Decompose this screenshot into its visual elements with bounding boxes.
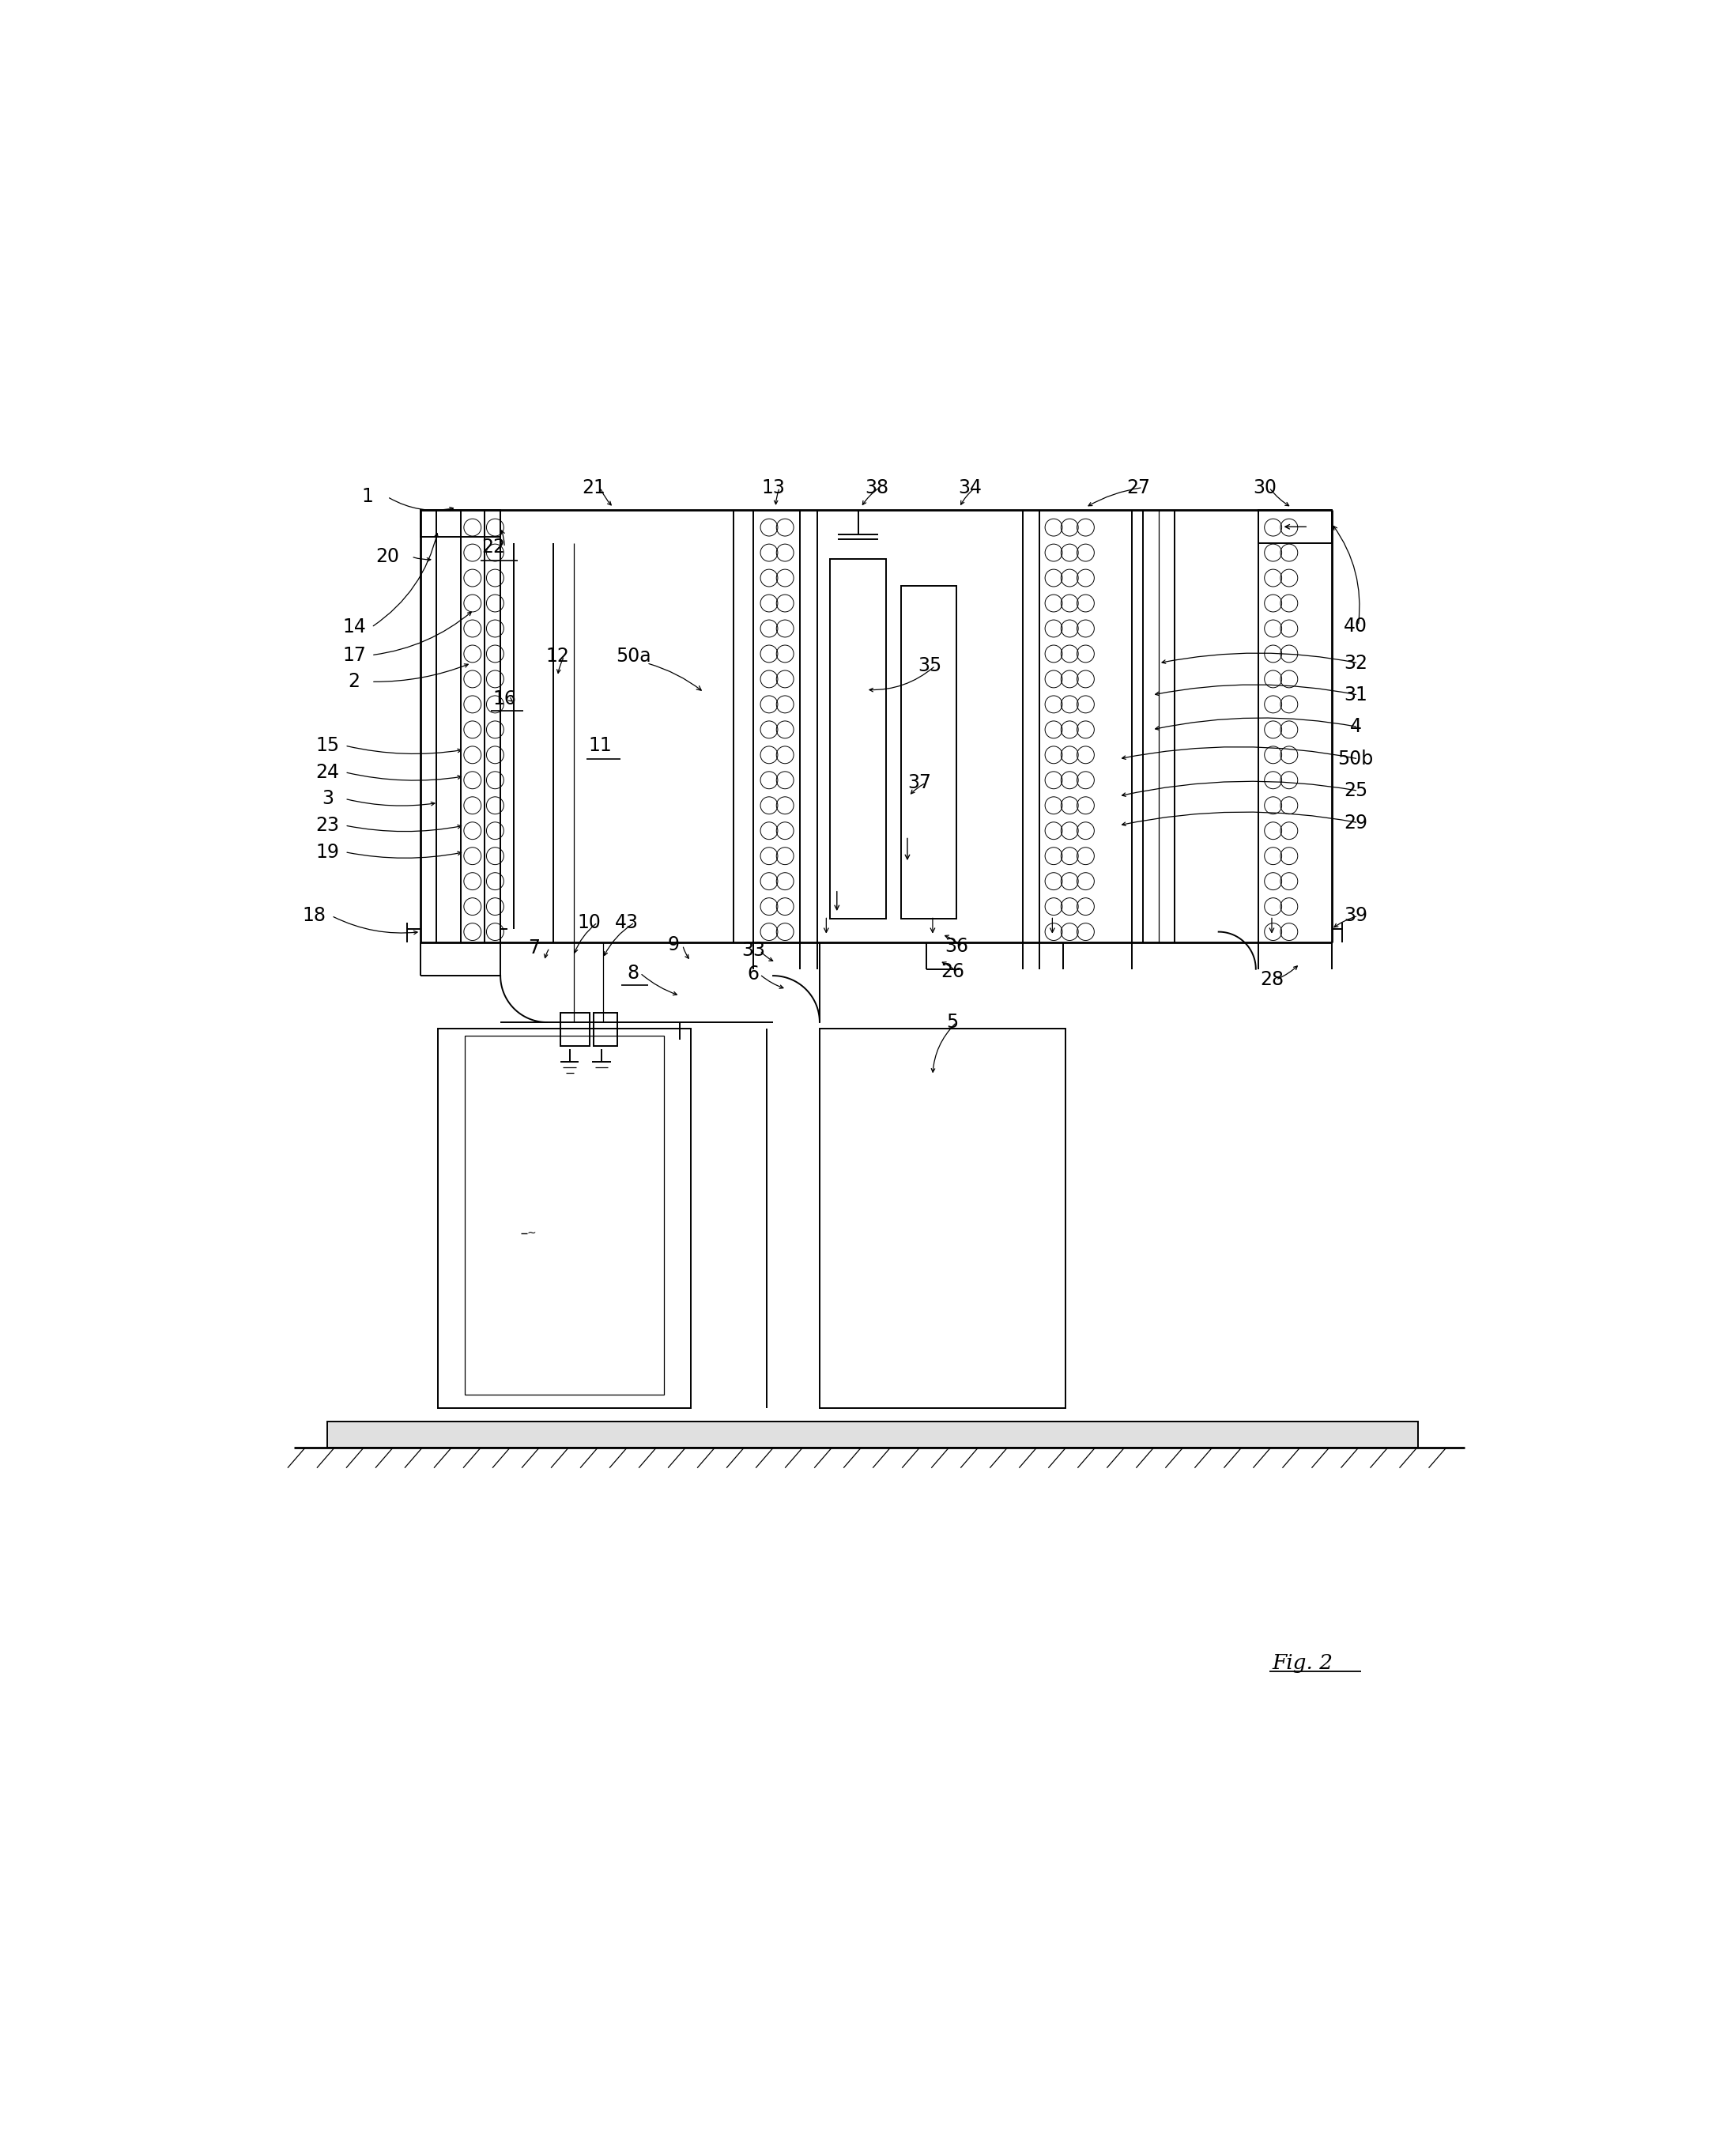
Text: 35: 35 — [918, 655, 942, 675]
Text: 30: 30 — [1253, 479, 1277, 498]
Text: 9: 9 — [668, 936, 680, 955]
Text: 26: 26 — [940, 962, 964, 981]
Text: 14: 14 — [341, 619, 366, 636]
Text: 8: 8 — [628, 964, 640, 983]
Text: 16: 16 — [492, 690, 517, 709]
Text: Fig. 2: Fig. 2 — [1272, 1654, 1333, 1673]
Bar — [438, 1028, 690, 1408]
Bar — [901, 586, 956, 918]
Text: 13: 13 — [762, 479, 784, 498]
Text: 12: 12 — [546, 647, 570, 666]
Bar — [1258, 511, 1332, 543]
Text: 24: 24 — [316, 763, 340, 783]
Text: 18: 18 — [302, 906, 326, 925]
Text: 31: 31 — [1344, 686, 1368, 705]
Text: 23: 23 — [316, 815, 340, 834]
Text: 43: 43 — [614, 912, 638, 931]
Bar — [420, 511, 501, 537]
Text: 11: 11 — [589, 735, 613, 755]
Text: 40: 40 — [1344, 617, 1368, 636]
Text: 25: 25 — [1344, 780, 1368, 800]
Text: 3: 3 — [321, 789, 333, 808]
Text: 4: 4 — [1349, 718, 1361, 737]
Text: 20: 20 — [376, 548, 400, 567]
Text: 1: 1 — [362, 487, 374, 507]
Text: 7: 7 — [529, 938, 539, 957]
Text: 32: 32 — [1344, 653, 1368, 673]
Text: 33: 33 — [741, 940, 765, 959]
Text: 2: 2 — [348, 673, 360, 692]
Bar — [465, 1035, 664, 1395]
Bar — [831, 558, 885, 918]
Text: 22: 22 — [482, 537, 506, 556]
Text: 39: 39 — [1344, 906, 1368, 925]
Bar — [594, 1013, 618, 1046]
Text: 6: 6 — [746, 966, 758, 983]
Bar — [559, 1013, 590, 1046]
Bar — [820, 1028, 1066, 1408]
Text: 17: 17 — [341, 645, 366, 664]
Text: 21: 21 — [582, 479, 606, 498]
Text: 28: 28 — [1260, 970, 1284, 990]
Text: 37: 37 — [908, 774, 932, 791]
Text: 50a: 50a — [616, 647, 650, 666]
Text: 29: 29 — [1344, 813, 1368, 832]
Text: 15: 15 — [316, 735, 340, 755]
Text: 50b: 50b — [1338, 750, 1373, 768]
Text: 34: 34 — [958, 479, 982, 498]
Text: 38: 38 — [865, 479, 889, 498]
Text: 36: 36 — [946, 938, 968, 955]
Text: 10: 10 — [578, 912, 601, 931]
Text: 27: 27 — [1127, 479, 1151, 498]
Text: ~: ~ — [527, 1227, 535, 1240]
Text: 5: 5 — [947, 1013, 959, 1033]
Text: 19: 19 — [316, 843, 340, 862]
Bar — [328, 1421, 1417, 1449]
